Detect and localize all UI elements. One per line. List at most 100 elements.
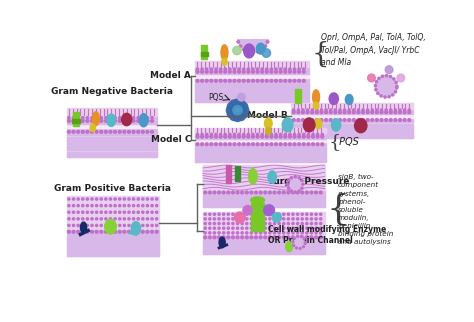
Bar	[203, 165, 325, 190]
Circle shape	[151, 230, 154, 233]
Circle shape	[209, 236, 211, 239]
Circle shape	[239, 102, 248, 111]
Circle shape	[284, 71, 287, 73]
Circle shape	[237, 22, 268, 52]
Circle shape	[123, 211, 126, 213]
Bar	[195, 147, 326, 162]
Bar	[66, 128, 157, 135]
Circle shape	[114, 211, 116, 213]
Circle shape	[237, 36, 239, 38]
Circle shape	[299, 248, 301, 249]
Circle shape	[242, 80, 245, 82]
Circle shape	[128, 211, 130, 213]
Bar	[66, 137, 157, 143]
Circle shape	[252, 51, 254, 54]
Circle shape	[137, 119, 139, 122]
Circle shape	[229, 68, 231, 70]
Circle shape	[261, 68, 263, 70]
Circle shape	[118, 224, 121, 227]
Circle shape	[343, 111, 346, 114]
Circle shape	[204, 227, 206, 229]
Circle shape	[292, 223, 294, 225]
Circle shape	[243, 133, 245, 136]
Circle shape	[296, 191, 299, 194]
Circle shape	[297, 227, 299, 229]
Circle shape	[73, 204, 74, 207]
Circle shape	[334, 111, 337, 114]
Circle shape	[274, 80, 277, 82]
Circle shape	[123, 117, 126, 119]
Circle shape	[209, 232, 211, 234]
Bar	[66, 116, 157, 124]
Circle shape	[380, 111, 383, 114]
Circle shape	[298, 176, 300, 179]
Circle shape	[196, 68, 199, 70]
Circle shape	[77, 204, 79, 207]
Circle shape	[287, 236, 290, 239]
Circle shape	[247, 135, 250, 138]
Circle shape	[210, 133, 212, 136]
Circle shape	[231, 191, 234, 194]
Circle shape	[133, 211, 135, 213]
Circle shape	[233, 80, 236, 82]
Circle shape	[146, 211, 148, 213]
Circle shape	[261, 71, 264, 73]
Circle shape	[204, 223, 206, 225]
Circle shape	[250, 213, 253, 215]
Circle shape	[260, 223, 262, 225]
Circle shape	[394, 118, 397, 121]
Circle shape	[201, 71, 203, 73]
Circle shape	[311, 143, 314, 146]
Circle shape	[215, 71, 218, 73]
Circle shape	[273, 223, 275, 225]
Ellipse shape	[249, 169, 257, 184]
Circle shape	[303, 133, 305, 136]
Circle shape	[204, 232, 206, 234]
Circle shape	[243, 24, 245, 26]
Circle shape	[317, 133, 319, 136]
Bar	[66, 135, 157, 157]
Bar	[72, 119, 80, 123]
Bar	[203, 194, 325, 207]
Circle shape	[137, 224, 139, 227]
Circle shape	[265, 71, 268, 73]
Circle shape	[362, 118, 365, 121]
Circle shape	[219, 71, 222, 73]
Circle shape	[196, 133, 199, 136]
Circle shape	[239, 109, 248, 118]
Circle shape	[273, 232, 275, 234]
Circle shape	[259, 191, 262, 194]
Bar	[195, 85, 309, 90]
Bar	[66, 124, 157, 128]
Circle shape	[316, 109, 318, 111]
Bar	[201, 45, 207, 59]
Circle shape	[205, 80, 208, 82]
Text: OprI, OmpA, Pal, TolA, TolQ,
Tol/Pal, OmpA, VacJI/ YrbC
and Mla: OprI, OmpA, Pal, TolA, TolQ, Tol/Pal, Om…	[321, 33, 426, 67]
Circle shape	[301, 111, 304, 114]
Circle shape	[306, 223, 308, 225]
Circle shape	[261, 133, 263, 136]
Circle shape	[132, 230, 135, 233]
Circle shape	[321, 143, 324, 146]
Circle shape	[155, 230, 158, 233]
Circle shape	[298, 133, 300, 136]
Circle shape	[321, 135, 324, 138]
Circle shape	[348, 111, 351, 114]
Circle shape	[155, 204, 158, 207]
Circle shape	[321, 133, 323, 136]
Circle shape	[255, 227, 257, 229]
Circle shape	[241, 213, 243, 215]
Circle shape	[118, 211, 121, 213]
Circle shape	[270, 71, 273, 73]
Circle shape	[380, 95, 382, 97]
Circle shape	[273, 227, 275, 229]
Circle shape	[105, 204, 107, 207]
Circle shape	[86, 224, 89, 227]
Circle shape	[352, 118, 355, 121]
Circle shape	[96, 211, 98, 213]
Circle shape	[123, 218, 126, 220]
Circle shape	[389, 118, 392, 121]
Circle shape	[227, 218, 229, 220]
Circle shape	[273, 236, 276, 239]
Circle shape	[210, 135, 213, 138]
